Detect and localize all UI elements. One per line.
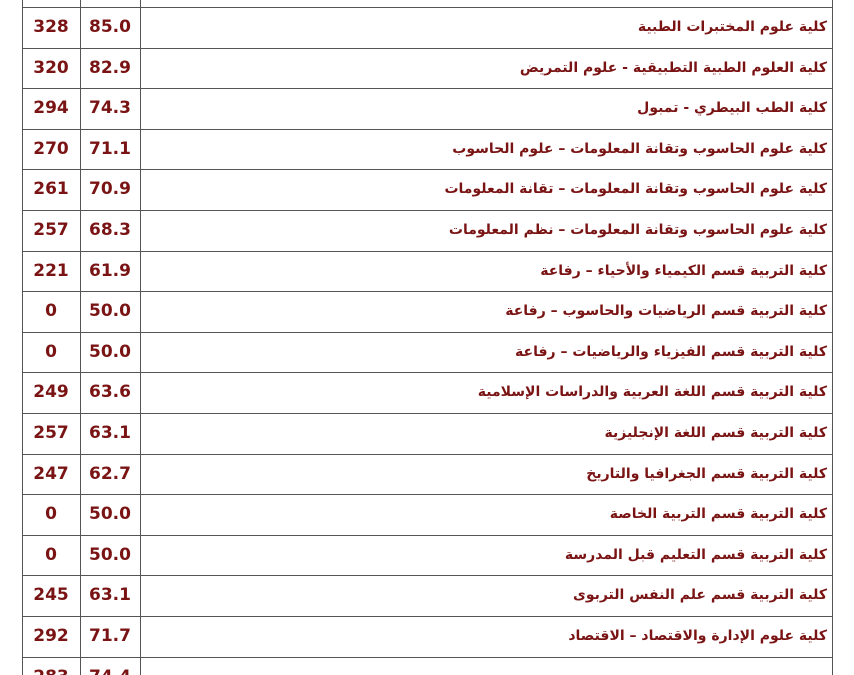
- score: 62.7: [89, 463, 131, 484]
- row-border: [22, 534, 833, 536]
- row-border: [22, 291, 833, 293]
- college-name: كلية علوم الحاسوب وتقانة المعلومات – تقا…: [444, 181, 827, 198]
- row-border: [22, 128, 833, 130]
- score: 71.1: [89, 138, 131, 159]
- row-border: [22, 575, 833, 577]
- college-name: كلية التربية قسم الجغرافيا والتاريخ: [586, 465, 827, 482]
- count: 294: [33, 98, 69, 119]
- count: 257: [33, 423, 69, 443]
- row-border: [22, 210, 833, 211]
- score: 82.9: [89, 57, 131, 78]
- score: 70.9: [89, 179, 131, 200]
- score: 61.9: [89, 260, 131, 281]
- college-name: كلية التربية قسم الرياضيات والحاسوب – رف…: [505, 303, 827, 320]
- count: 320: [33, 57, 69, 78]
- row-border: [22, 372, 833, 374]
- count: 221: [33, 260, 69, 281]
- count: 245: [33, 585, 69, 606]
- count: 328: [33, 17, 69, 37]
- row-border: [22, 7, 833, 8]
- score: 63.1: [89, 423, 131, 443]
- count: 0: [45, 301, 57, 322]
- score: 63.6: [89, 382, 131, 403]
- row-border: [22, 331, 833, 333]
- score: 63.1: [89, 585, 131, 606]
- college-name: كلية العلوم الطبية التطبيقية - علوم التم…: [519, 59, 827, 76]
- score: 74.4: [80, 657, 140, 675]
- college-name: كلية التربية قسم علم النفس التربوى: [572, 587, 827, 604]
- row-border: [22, 453, 833, 455]
- score: 50.0: [89, 544, 131, 565]
- count: 0: [45, 504, 57, 525]
- college-name: كلية التربية قسم اللغة الإنجليزية: [604, 425, 827, 441]
- score: 71.7: [89, 626, 131, 646]
- row-border: [22, 494, 833, 496]
- border: [22, 0, 23, 675]
- score: 74.3: [89, 98, 131, 119]
- count: 257: [33, 220, 69, 240]
- college-name: كلية التربية قسم الفيزياء والرياضيات – ر…: [515, 343, 827, 360]
- score: 50.0: [89, 341, 131, 362]
- count: 247: [33, 463, 69, 484]
- row-border: [22, 250, 833, 252]
- college-name: كلية التربية قسم التربية الخاصة: [609, 506, 827, 523]
- count: 270: [33, 138, 69, 159]
- score: 50.0: [89, 301, 131, 322]
- row-border: [22, 616, 833, 617]
- row-border: [22, 169, 833, 171]
- row-border: [22, 88, 833, 90]
- count: 0: [45, 341, 57, 362]
- college-name: كلية علوم الإدارة والاقتصاد – الاقتصاد: [568, 628, 827, 644]
- row-border: [22, 413, 833, 414]
- college-name: كلية التربية قسم التعليم قبل المدرسة: [564, 546, 827, 563]
- college-name: كلية علوم الحاسوب وتقانة المعلومات – نظم…: [448, 222, 827, 238]
- row-border: [22, 656, 833, 658]
- college-name: كلية التربية قسم الكيمياء والأحياء – رفا…: [540, 262, 827, 279]
- border: [140, 0, 141, 675]
- college-name: كلية الطب البيطري - تمبول: [637, 100, 827, 117]
- score: 68.3: [89, 220, 131, 240]
- row-border: [22, 47, 833, 49]
- college-name: كلية التربية قسم اللغة العربية والدراسات…: [477, 384, 827, 401]
- college-name: كلية علوم المختبرات الطبية: [637, 19, 827, 35]
- college-name: كلية علوم الحاسوب وتقانة المعلومات – علو…: [452, 140, 827, 157]
- border: [832, 0, 833, 675]
- border: [80, 0, 81, 675]
- score: 50.0: [89, 504, 131, 525]
- count: 292: [33, 626, 69, 646]
- count: 283: [22, 657, 80, 675]
- count: 249: [33, 382, 69, 403]
- count: 261: [33, 179, 69, 200]
- count: 0: [45, 544, 57, 565]
- score: 85.0: [89, 17, 131, 37]
